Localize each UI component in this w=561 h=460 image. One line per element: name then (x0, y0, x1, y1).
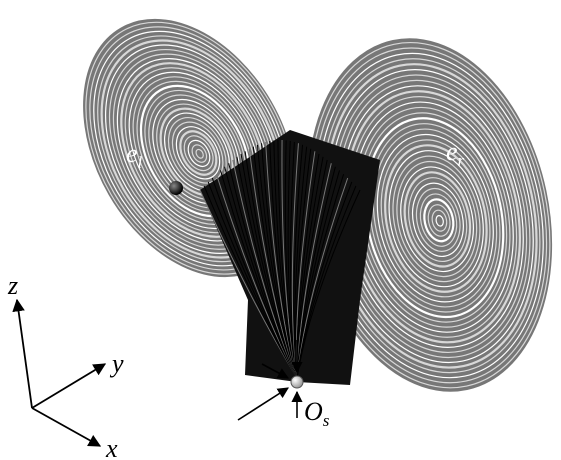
label-os: Os (304, 397, 330, 430)
attractor-figure: el er Os z y x (0, 0, 561, 460)
coordinate-axes (17, 300, 105, 446)
equilibrium-point (169, 181, 183, 195)
axis-label-y: y (109, 349, 124, 378)
axis-label-z: z (7, 271, 18, 300)
axis-label-x: x (105, 434, 118, 460)
saddle-point (291, 376, 303, 388)
